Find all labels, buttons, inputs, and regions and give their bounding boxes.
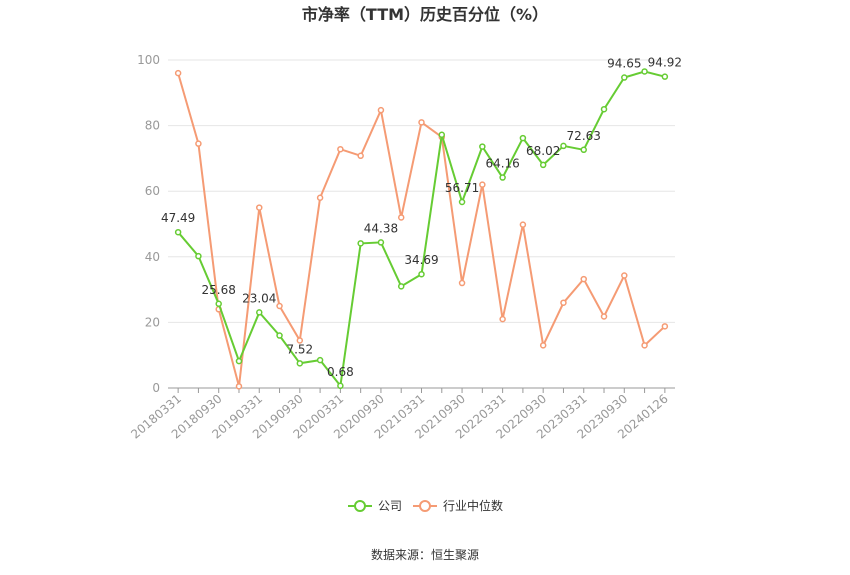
data-label: 7.52 [286, 342, 313, 356]
y-tick-label: 60 [145, 184, 160, 198]
point-company [357, 240, 364, 247]
data-label: 94.92 [648, 56, 682, 70]
y-tick-label: 20 [145, 315, 160, 329]
point-industry-median [377, 106, 385, 114]
point-company [458, 198, 466, 206]
point-company [580, 146, 587, 154]
data-label: 56.71 [445, 181, 479, 195]
point-company [438, 131, 446, 139]
data-label: 44.38 [364, 221, 398, 235]
point-industry-median [316, 194, 324, 202]
point-company [215, 300, 222, 308]
point-industry-median [539, 342, 547, 349]
data-label: 72.63 [567, 129, 601, 143]
y-axis: 0 20 40 60 80 100 [137, 53, 160, 395]
data-label: 25.68 [202, 283, 236, 297]
point-industry-median [397, 214, 405, 221]
point-company [560, 142, 567, 150]
point-company [174, 228, 182, 236]
point-company [499, 174, 506, 181]
chart-title: 市净率（TTM）历史百分位（%） [302, 5, 548, 24]
legend[interactable]: 公司 行业中位数 [348, 498, 503, 513]
legend-item-company[interactable]: 公司 [348, 499, 402, 513]
point-industry-median [195, 140, 202, 147]
point-company [661, 73, 669, 80]
point-industry-median [458, 279, 466, 287]
point-industry-median [337, 145, 344, 153]
data-label: 47.49 [161, 211, 195, 225]
point-industry-median [276, 302, 283, 310]
point-industry-median [418, 119, 425, 126]
legend-label-industry: 行业中位数 [443, 498, 503, 513]
point-industry-median [600, 313, 608, 320]
point-company [377, 239, 385, 246]
point-industry-median [235, 383, 243, 390]
data-label: 64.16 [485, 157, 519, 171]
point-industry-median [296, 337, 304, 344]
series-layer [174, 68, 669, 390]
point-company [235, 357, 243, 365]
grid [168, 59, 675, 323]
legend-marker-company [354, 500, 366, 512]
point-industry-median [560, 299, 567, 306]
data-label: 94.65 [607, 57, 641, 71]
point-industry-median [256, 204, 263, 211]
point-company [397, 283, 405, 290]
data-label: 23.04 [242, 291, 276, 305]
data-label: 0.68 [327, 365, 354, 379]
legend-marker-industry [419, 500, 431, 512]
point-company [418, 270, 425, 278]
point-company [600, 105, 608, 113]
point-industry-median [499, 315, 506, 323]
point-company [539, 161, 547, 169]
point-company [519, 134, 527, 142]
y-tick-label: 40 [145, 250, 160, 264]
point-company [276, 332, 283, 339]
data-label: 68.02 [526, 144, 560, 158]
point-industry-median [580, 275, 587, 283]
point-industry-median [357, 152, 364, 160]
point-industry-median [621, 272, 628, 279]
data-label: 34.69 [404, 253, 438, 267]
y-tick-label: 0 [152, 381, 160, 395]
point-industry-median [519, 221, 527, 228]
point-company [256, 309, 263, 316]
source-note: 数据来源：恒生聚源 [371, 547, 479, 562]
point-company [316, 356, 324, 364]
point-company [621, 74, 628, 81]
point-company [641, 68, 648, 75]
legend-item-industry[interactable]: 行业中位数 [413, 498, 503, 513]
point-company [337, 382, 344, 390]
point-industry-median [174, 69, 182, 77]
point-industry-median [479, 181, 486, 188]
point-industry-median [641, 342, 648, 349]
point-industry-median [661, 323, 669, 330]
y-tick-label: 80 [145, 119, 160, 133]
y-tick-label: 100 [137, 53, 160, 67]
point-company [296, 360, 304, 367]
point-company [479, 143, 486, 150]
point-company [195, 252, 202, 260]
x-axis: 2018033120180930201903312019093020200331… [128, 387, 675, 442]
data-labels: 47.49 25.68 23.04 7.52 0.68 44.38 34.69 56.71 64… [161, 56, 682, 379]
legend-label-company: 公司 [378, 499, 402, 513]
series-line-company [177, 70, 666, 389]
